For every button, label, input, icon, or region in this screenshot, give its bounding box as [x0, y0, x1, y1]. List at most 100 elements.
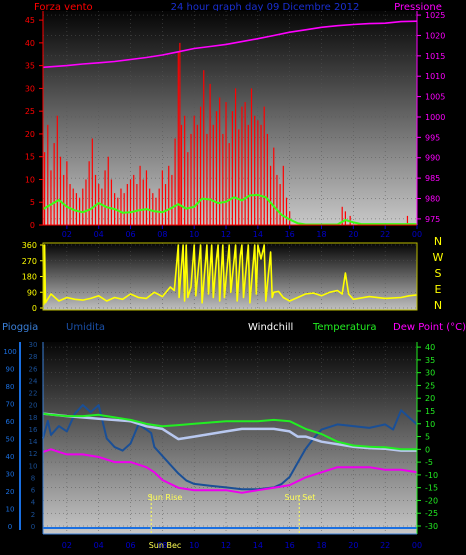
wind-bar [158, 188, 160, 225]
wind-bar [193, 115, 195, 225]
wind-bar [129, 179, 132, 225]
wind-bar [228, 143, 230, 225]
wind-bar [136, 184, 138, 225]
temp-tick-label: 15 [425, 407, 435, 416]
left-title: Forza vento [34, 2, 93, 13]
x-tick-label: 10 [189, 230, 199, 239]
legend-temperatura: Temperatura [312, 322, 377, 333]
temperature-line [42, 412, 417, 451]
right-tick-label: 1000 [425, 113, 445, 122]
wind-bar [184, 115, 186, 225]
x-tick-label: 20 [348, 230, 358, 239]
wind-bar [43, 152, 46, 225]
sun-rise-label: Sun Rise [148, 493, 183, 502]
wind-bar [56, 115, 58, 225]
left-tick-label: 35 [25, 62, 35, 71]
humidity-tick-label: 4 [31, 499, 36, 507]
temp-tick-label: 10 [425, 420, 435, 429]
wind-bar [219, 97, 221, 225]
wind-bar [279, 184, 281, 225]
wind-bar [85, 179, 87, 225]
wind-bar [104, 170, 106, 225]
wind-bar [222, 133, 224, 225]
wind-bar [88, 161, 90, 225]
rain-tick-label: 80 [6, 383, 15, 391]
rain-tick-label: 60 [6, 418, 15, 426]
wind-bar [238, 129, 240, 225]
temp-tick-label: 0 [425, 445, 430, 454]
direction-tick-label: 360 [22, 241, 37, 250]
left-tick-label: 15 [25, 153, 35, 162]
wind-bar [168, 165, 170, 225]
compass-letter: N [434, 299, 442, 312]
x-tick-label: 04 [94, 230, 104, 239]
wind-bar [241, 106, 243, 225]
windchill-line [42, 412, 417, 452]
wind-bar [59, 156, 62, 225]
panel-3-lines [42, 404, 418, 529]
wind-bar [244, 102, 246, 225]
x-tick-label: 12 [221, 541, 231, 550]
wind-bar [69, 184, 71, 225]
x-tick-label: 12 [221, 230, 231, 239]
wind-bar [142, 179, 144, 225]
wind-bar [180, 124, 183, 225]
x-tick-label: 06 [125, 541, 135, 550]
wind-bar [98, 184, 100, 225]
x-tick-label: 00 [412, 541, 422, 550]
wind-bar [199, 106, 202, 225]
humidity-tick-label: 24 [29, 377, 38, 385]
x-tick-label: 02 [62, 541, 72, 550]
wind-bar [209, 83, 211, 225]
humidity-tick-label: 26 [29, 365, 38, 373]
x-tick-label: 08 [157, 541, 167, 550]
direction-line [42, 244, 418, 306]
rain-tick-label: 10 [6, 505, 15, 513]
wind-bar [406, 215, 409, 225]
rain-tick-label: 50 [6, 435, 15, 443]
direction-tick-label: 90 [27, 288, 37, 297]
legend-umidita: Umidita [66, 322, 105, 333]
humidity-line [42, 404, 418, 491]
wind-bar [190, 133, 192, 225]
wind-bar [231, 111, 233, 225]
x-tick-label: 04 [94, 541, 104, 550]
humidity-tick-label: 30 [29, 341, 38, 349]
wind-bar [341, 206, 343, 225]
wind-bar [91, 138, 93, 225]
humidity-tick-label: 16 [29, 426, 38, 434]
direction-tick-label: 0 [32, 304, 37, 313]
right-tick-label: 1025 [425, 11, 445, 20]
legend-dewpoint: Dew Point (°C) [393, 322, 466, 333]
humidity-tick-label: 28 [29, 353, 38, 361]
pressure-line [42, 20, 418, 69]
x-tick-label: 16 [285, 541, 295, 550]
rain-tick-label: 100 [3, 348, 16, 356]
wind-bar [289, 211, 291, 225]
temp-tick-label: -30 [425, 522, 438, 531]
right-tick-label: 980 [425, 195, 440, 204]
left-tick-label: 5 [30, 198, 35, 207]
wind-bar [164, 184, 167, 225]
wind-bar [266, 133, 268, 225]
wind-bar [149, 188, 151, 225]
wind-bar [110, 179, 113, 225]
direction-tick-label: 270 [22, 257, 37, 266]
left-tick-label: 45 [25, 16, 35, 25]
x-tick-label: 22 [380, 541, 390, 550]
sun-set-label: Sun Set [285, 493, 316, 502]
wind-average-line [42, 193, 417, 226]
panel-3-plot [43, 342, 417, 534]
wind-bar [285, 197, 288, 225]
wind-bar [215, 111, 218, 225]
temp-tick-label: 5 [425, 433, 430, 442]
wind-bar [263, 106, 265, 225]
panel-3-axes: 0102030405060708090100024681012141618202… [3, 341, 438, 550]
wind-bar [63, 174, 65, 225]
right-tick-label: 975 [425, 215, 440, 224]
wind-bar [66, 161, 68, 225]
rain-tick-label: 90 [6, 365, 15, 373]
wind-bar [75, 193, 78, 225]
right-tick-label: 1015 [425, 52, 445, 61]
